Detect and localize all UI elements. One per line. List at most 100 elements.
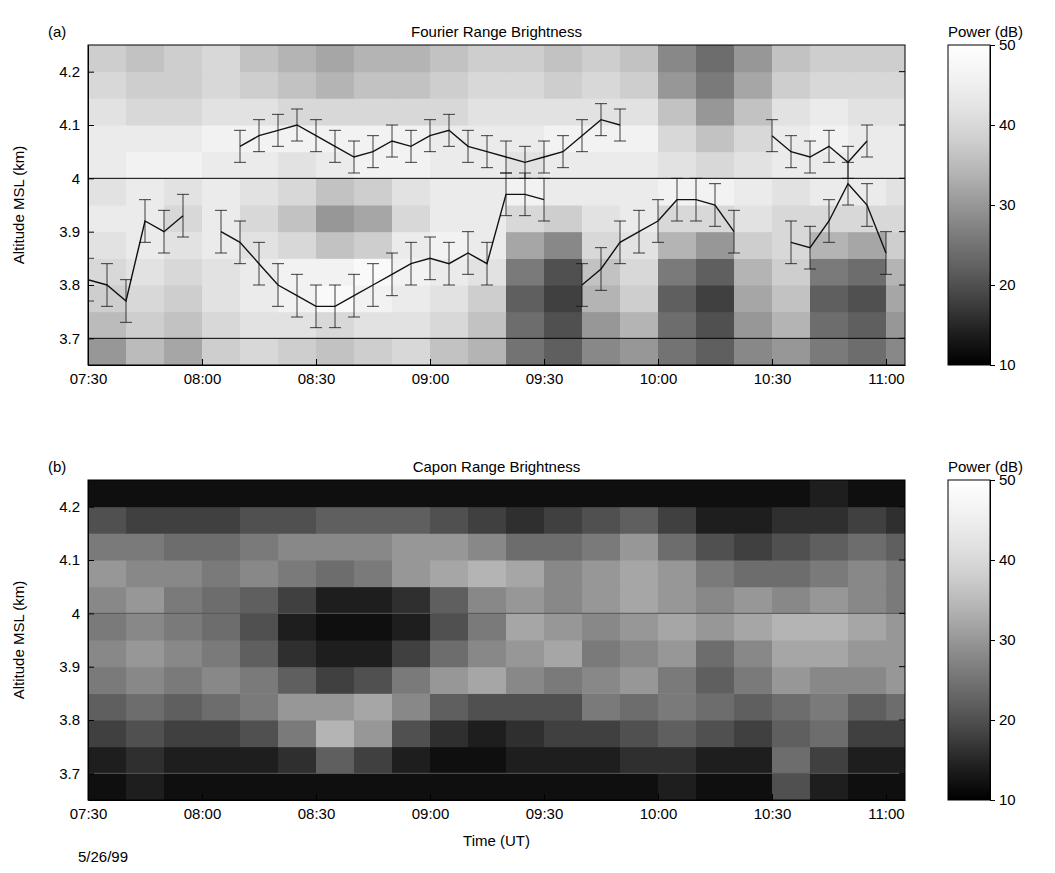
colorbar-axis-tick: 40: [990, 551, 1016, 568]
cell: [544, 747, 583, 774]
error-bar-part: [386, 253, 398, 254]
cell: [544, 533, 583, 560]
error-bar-part: [842, 146, 854, 147]
cell: [126, 747, 165, 774]
error-bar-part: [215, 210, 227, 211]
error-bar: [861, 125, 873, 157]
cell: [658, 232, 697, 259]
error-bar-part: [240, 221, 241, 264]
error-bar-part: [861, 157, 873, 158]
cell: [734, 125, 773, 152]
cell: [430, 285, 469, 312]
error-bar-part: [310, 285, 322, 286]
error-bar-part: [500, 215, 512, 216]
y-axis-tick-mark-right: [899, 773, 905, 774]
cell: [468, 312, 507, 339]
error-bar: [766, 120, 778, 152]
x-axis-tick: 08:00: [184, 794, 222, 822]
error-bar-part: [823, 242, 835, 243]
cell: [278, 72, 317, 99]
error-bar-part: [804, 173, 816, 174]
cell: [240, 507, 279, 534]
error-bar-part: [348, 173, 360, 174]
error-bar-part: [462, 274, 474, 275]
cell: [126, 693, 165, 720]
error-bar-part: [253, 151, 265, 152]
cell: [772, 613, 811, 640]
error-bar-part: [183, 194, 184, 237]
cell: [88, 152, 127, 179]
error-bar-part: [101, 306, 113, 307]
cell: [658, 747, 697, 774]
cell: [620, 640, 659, 667]
cell: [620, 312, 659, 339]
cell: [88, 720, 127, 747]
cell: [696, 640, 735, 667]
error-bar-part: [620, 221, 621, 264]
cell: [354, 480, 393, 507]
cell: [126, 587, 165, 614]
error-bar-part: [620, 109, 621, 141]
cell: [810, 72, 849, 99]
cell: [658, 587, 697, 614]
error-bar-part: [576, 151, 588, 152]
error-bar: [120, 280, 132, 323]
cell: [544, 587, 583, 614]
cell: [620, 480, 659, 507]
colorbar-title: Power (dB): [948, 23, 1023, 40]
error-bar-part: [310, 151, 322, 152]
error-bar-part: [253, 119, 265, 120]
y-axis-tick-mark-right: [899, 506, 905, 507]
error-bar-part: [715, 184, 716, 227]
error-bar-part: [329, 162, 341, 163]
cell: [392, 338, 431, 365]
colorbar-axis-tick: 40: [990, 116, 1016, 133]
cell: [582, 640, 621, 667]
cell: [506, 560, 545, 587]
cell: [658, 98, 697, 125]
error-bar-part: [272, 114, 284, 115]
cell: [354, 560, 393, 587]
error-bar: [690, 178, 702, 221]
cell: [582, 533, 621, 560]
error-bar-part: [424, 279, 436, 280]
error-bar: [424, 237, 436, 280]
error-bar-part: [234, 263, 246, 264]
cell: [468, 45, 507, 72]
cell: [316, 258, 355, 285]
error-bar-part: [443, 285, 455, 286]
cell: [582, 178, 621, 205]
cell: [810, 613, 849, 640]
cell: [734, 507, 773, 534]
y-axis-tick: 3.7: [59, 765, 94, 782]
cell: [810, 693, 849, 720]
x-axis-title: Time (UT): [463, 832, 530, 849]
cell: [658, 125, 697, 152]
cell: [430, 640, 469, 667]
cell: [126, 152, 165, 179]
y-axis-tick-mark: [88, 285, 94, 286]
cell: [886, 205, 905, 232]
y-axis-tick-mark-right: [899, 666, 905, 667]
cell: [202, 480, 241, 507]
cell: [772, 720, 811, 747]
cell: [620, 338, 659, 365]
error-bar-part: [443, 114, 455, 115]
plot-frame: [88, 45, 905, 365]
error-bar: [177, 194, 189, 237]
error-bar-part: [177, 237, 189, 238]
plot-frame: [88, 480, 905, 800]
error-bar-part: [449, 242, 450, 285]
cell: [126, 773, 165, 800]
error-bar-part: [576, 306, 588, 307]
cell: [886, 693, 905, 720]
cell: [734, 480, 773, 507]
cell: [202, 98, 241, 125]
cell: [886, 587, 905, 614]
cell: [202, 507, 241, 534]
cell: [278, 640, 317, 667]
x-axis-tick-mark: [658, 794, 659, 800]
x-axis-line: [89, 800, 906, 801]
cell: [278, 338, 317, 365]
error-bar-part: [519, 173, 531, 174]
